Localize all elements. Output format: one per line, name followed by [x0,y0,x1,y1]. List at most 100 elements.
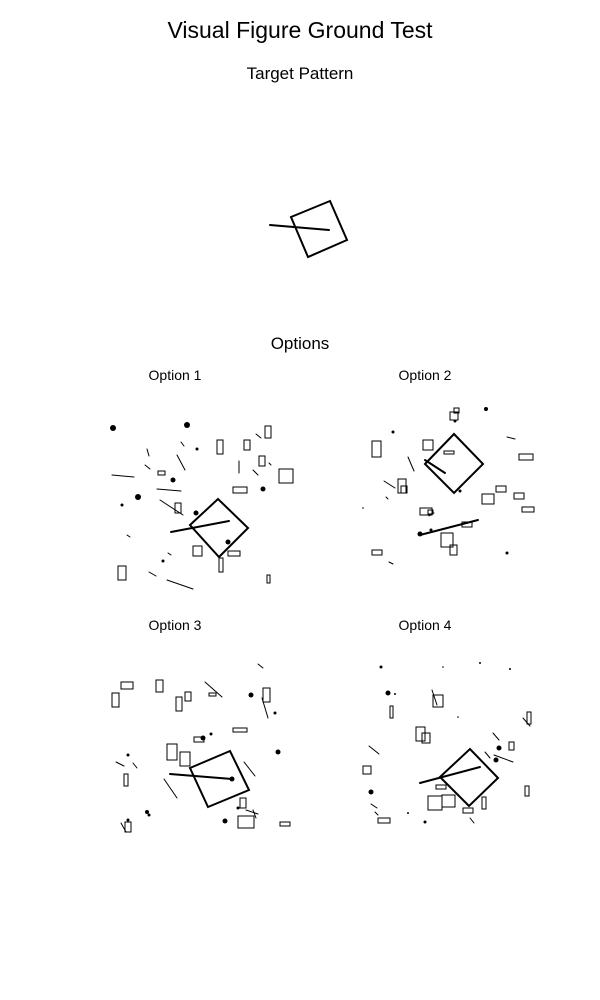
distractor-dot [110,425,116,431]
target-pattern [269,199,349,259]
distractor-rectangle [518,453,534,461]
distractor-rectangle [453,407,460,414]
distractor-rectangle [435,784,447,790]
distractor-rectangle [243,439,251,451]
distractor-dot [407,812,409,814]
option-1-pattern[interactable] [110,422,294,590]
distractor-rectangle [422,439,434,451]
figure-square [188,497,250,559]
distractor-line [268,462,272,466]
distractor-dot [379,665,383,669]
distractor-rectangle [117,565,127,581]
distractor-line [156,488,182,492]
distractor-line [180,441,185,447]
distractor-dot [442,666,444,668]
page-title: Visual Figure Ground Test [167,17,433,43]
distractor-line [484,751,491,759]
distractor-dot [209,732,213,736]
figure-line [169,773,233,780]
distractor-rectangle [208,692,217,697]
distractor-rectangle [237,815,255,829]
distractor-dot [161,559,165,563]
distractor-rectangle [441,794,456,808]
distractor-line [374,811,379,816]
distractor-rectangle [481,493,495,505]
target-pattern-label: Target Pattern [246,64,354,83]
option-4-label[interactable]: Option 4 [398,617,452,633]
distractor-rectangle [440,532,454,548]
distractor-dot [368,789,374,795]
distractor-rectangle [266,574,271,584]
option-3-pattern[interactable] [111,663,291,833]
distractor-rectangle [124,821,132,833]
distractor-rectangle [232,486,248,494]
distractor-line [368,745,380,755]
option-4-pattern[interactable] [362,662,532,824]
figure-line [170,520,230,533]
distractor-line [370,803,378,809]
distractor-dot [479,662,481,664]
distractor-dot [457,716,459,718]
distractor-line [245,809,259,815]
figure-line [419,519,479,536]
distractor-rectangle [174,502,182,514]
distractor-rectangle [111,692,120,708]
distractor-line [252,469,259,476]
distractor-rectangle [443,450,455,455]
distractor-rectangle [123,773,129,787]
distractor-dot [423,820,427,824]
figure-square [438,747,500,808]
distractor-rectangle [427,509,434,515]
distractor-line [388,561,394,565]
distractor-rectangle [218,557,224,573]
figure-line [424,459,446,474]
distractor-rectangle [278,468,294,484]
distractor-rectangle [400,485,408,494]
distractor-rectangle [362,765,372,775]
distractor-dot [135,494,141,500]
figure-square [188,749,251,809]
figure-square [423,432,485,495]
distractor-rectangle [419,507,433,516]
distractor-rectangle [264,425,272,439]
distractor-dot [391,430,395,434]
figure-line [269,224,330,231]
distractor-rectangle [415,726,426,742]
distractor-dot [260,486,266,492]
distractor-line [176,454,186,471]
option-1-label[interactable]: Option 1 [148,367,202,383]
distractor-rectangle [513,492,525,500]
distractor-line [493,754,514,763]
distractor-dot [484,407,488,411]
distractor-rectangle [495,485,507,493]
option-2-label[interactable]: Option 2 [398,367,452,383]
distractor-rectangle [279,821,291,827]
option-2-pattern[interactable] [362,407,535,565]
distractor-rectangle [521,506,535,513]
distractor-line [166,579,194,590]
distractor-rectangle [508,741,515,751]
distractor-line [257,663,264,669]
distractor-rectangle [389,705,394,719]
distractor-line [148,571,157,577]
distractor-dot [362,507,364,509]
distractor-dot [429,528,433,532]
distractor-dot [394,693,396,695]
distractor-line [383,480,396,489]
option-3-label[interactable]: Option 3 [148,617,202,633]
distractor-rectangle [526,711,532,725]
distractor-dot [147,813,151,817]
distractor-line [506,436,516,440]
distractor-rectangle [216,439,224,455]
distractor-dot [170,477,176,483]
distractor-rectangle [421,732,431,744]
distractor-dot [248,692,254,698]
distractor-dot [126,753,130,757]
distractor-rectangle [157,470,166,476]
distractor-rectangle [239,797,247,809]
distractor-rectangle [258,455,266,467]
distractor-rectangle [262,687,271,703]
distractor-line [469,817,475,824]
distractor-dot [505,551,509,555]
distractor-line [167,552,172,556]
